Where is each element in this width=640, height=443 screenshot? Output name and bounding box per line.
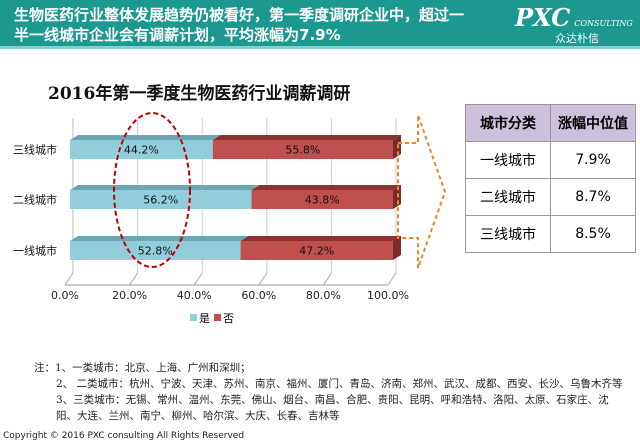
data-label: 56.2% [143, 194, 178, 207]
data-label: 43.8% [305, 194, 340, 207]
floor-line [193, 272, 203, 286]
table-header: 城市分类 [465, 104, 551, 142]
floor-line [322, 272, 332, 286]
notes: 注：1、一类城市：北京、上海、广州和深圳； 2、 二类城市：杭州、宁波、天津、苏… [34, 362, 623, 422]
bar-top [251, 185, 401, 190]
bar-no [212, 140, 393, 159]
bar-side [393, 236, 401, 260]
legend-label: 否 [223, 312, 234, 325]
x-tick-label: 40.0% [177, 289, 212, 302]
copyright: Copyright © 2016 PXC consulting All Righ… [3, 431, 245, 441]
legend-swatch [214, 314, 221, 321]
floor-line [129, 272, 139, 286]
bar-top [70, 185, 260, 190]
x-tick-label: 20.0% [112, 289, 147, 302]
data-label: 47.2% [299, 245, 334, 258]
header-banner: 生物医药行业整体发展趋势仍被看好，第一季度调研企业中，超过一 半一线城市企业会有… [0, 0, 640, 49]
data-label: 55.8% [285, 144, 320, 157]
chart-title: 2016年第一季度生物医药行业调薪调研 [48, 84, 351, 104]
table-row: 三线城市 8.5% [465, 215, 636, 253]
salary-table: 城市分类 涨幅中位值 一线城市 7.9% 二线城市 8.7% 三线城市 8.5% [465, 104, 636, 253]
legend-label: 是 [199, 312, 210, 325]
table-row: 一线城市 7.9% [465, 141, 636, 179]
floor-line [258, 272, 268, 286]
bar-yes [70, 140, 213, 159]
pxc-logo: PXC CONSULTING 众达朴信 [515, 3, 633, 45]
data-label: 44.2% [124, 144, 159, 157]
bar-no [240, 241, 393, 260]
category-label: 三线城市 [13, 143, 57, 157]
x-tick-label: 80.0% [306, 289, 341, 302]
table-header: 涨幅中位值 [550, 104, 636, 142]
arrow-icon [397, 114, 447, 269]
category-label: 一线城市 [13, 244, 57, 258]
bar-no [251, 190, 393, 209]
bar-top [212, 135, 401, 140]
floor-line [387, 272, 397, 286]
highlight-ellipse [113, 112, 191, 268]
legend-swatch [190, 314, 197, 321]
bar-top [70, 236, 249, 241]
x-tick-label: 100.0% [367, 289, 409, 302]
floor-line [64, 272, 74, 286]
data-label: 52.8% [138, 245, 173, 258]
category-label: 二线城市 [13, 193, 57, 207]
table-row: 二线城市 8.7% [465, 178, 636, 216]
headline-line2: 半一线城市企业会有调薪计划，平均涨幅为7.9% [14, 26, 341, 44]
bar-top [70, 135, 221, 140]
x-tick-label: 0.0% [51, 289, 79, 302]
bar-yes [70, 241, 241, 260]
headline-line1: 生物医药行业整体发展趋势仍被看好，第一季度调研企业中，超过一 [14, 6, 465, 24]
x-tick-label: 60.0% [241, 289, 276, 302]
bar-top [240, 236, 401, 241]
